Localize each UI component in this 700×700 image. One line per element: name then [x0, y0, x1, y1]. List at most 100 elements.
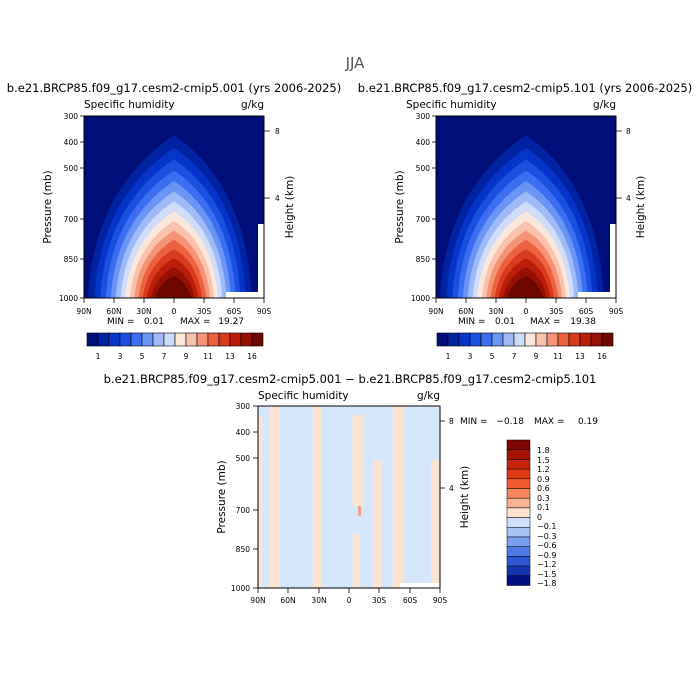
humidity-band	[507, 276, 544, 298]
colorbar-label: 0.3	[537, 494, 550, 503]
colorbar-swatch	[506, 556, 531, 567]
panel-3-difference-patches	[258, 406, 440, 588]
panel-2-y-tick-label: 850	[416, 255, 431, 264]
panel-2-y-tick-label: 700	[416, 215, 431, 224]
panel-2-subtitle-left: Specific humidity	[406, 99, 497, 111]
panel-1-y-tick-label: 850	[64, 255, 79, 264]
panel-2-y-right-tick-label: 4	[626, 194, 631, 203]
figure-title: JJA	[345, 54, 366, 72]
panel-2-x-tick-label: 30N	[488, 307, 503, 316]
panel-1-y-right-label: Height (km)	[284, 176, 296, 239]
panel-3-colorbar-labels: 1.8 1.5 1.2 0.9 0.6 0.3 0.1 0 −0.1 −0.3 …	[537, 446, 556, 588]
humidity-band	[155, 276, 192, 298]
colorbar-label: 16	[597, 352, 607, 361]
panel-3-y-right-label: Height (km)	[459, 466, 471, 529]
panel-3-y-tick-label: 700	[236, 506, 251, 515]
colorbar-label: 1.8	[537, 446, 550, 455]
panel-1-contours	[84, 116, 264, 298]
panel-3-x-tick-label: 30N	[311, 596, 326, 605]
colorbar-swatch	[491, 332, 504, 347]
colorbar-swatch	[506, 517, 531, 528]
difference-patch	[312, 406, 322, 588]
panel-3-y-axis: 300 400 500 700 850 1000 Pressure (mb)	[216, 402, 258, 593]
colorbar-swatch	[447, 332, 460, 347]
difference-patch	[258, 415, 262, 588]
colorbar-swatch	[240, 332, 253, 347]
colorbar-swatch	[119, 332, 132, 347]
colorbar-label: −1.2	[537, 560, 556, 569]
colorbar-label: −0.9	[537, 551, 556, 560]
colorbar-swatch	[506, 439, 531, 450]
panel-3-colorbar-swatches	[506, 439, 531, 586]
colorbar-label: 3	[468, 352, 473, 361]
difference-patch	[358, 506, 362, 517]
colorbar-label: 1	[446, 352, 451, 361]
panel-2-y-axis-right: 8 4 Height (km)	[616, 127, 647, 238]
panel-1-x-tick-label: 0	[172, 307, 177, 316]
panel-2-y-right-tick-label: 8	[626, 127, 631, 136]
colorbar-swatch	[163, 332, 176, 347]
panel-1-y-axis: 300 400 500 700 850 1000 Pressure (mb)	[42, 112, 84, 303]
colorbar-label: 5	[140, 352, 145, 361]
difference-patch	[268, 406, 280, 588]
panel-2-minmax: MIN = 0.01 MAX = 19.38	[458, 317, 596, 327]
panel-1-min-label: MIN =	[107, 317, 135, 327]
panel-2-title: b.e21.BRCP85.f09_g17.cesm2-cmip5.101 (yr…	[358, 81, 692, 95]
panel-1-x-tick-label: 30N	[136, 307, 151, 316]
difference-patch	[392, 406, 404, 588]
colorbar-swatch	[480, 332, 493, 347]
panel-1-y-axis-right: 8 4 Height (km)	[264, 127, 296, 238]
colorbar-label: 7	[512, 352, 517, 361]
panel-2-y-right-label: Height (km)	[635, 176, 647, 239]
colorbar-label: 9	[534, 352, 539, 361]
colorbar-swatch	[506, 449, 531, 460]
panel-3-title: b.e21.BRCP85.f09_g17.cesm2-cmip5.001 − b…	[104, 372, 597, 386]
colorbar-swatch	[185, 332, 198, 347]
panel-1-subtitle-left: Specific humidity	[84, 99, 175, 111]
panel-1-subtitle-right: g/kg	[241, 99, 264, 111]
colorbar-swatch	[141, 332, 154, 347]
colorbar-swatch	[513, 332, 526, 347]
colorbar-swatch	[524, 332, 537, 347]
panel-1-plot	[83, 115, 265, 299]
colorbar-swatch	[506, 468, 531, 480]
panel-1-y-tick-label: 500	[64, 164, 79, 173]
colorbar-swatch	[506, 459, 531, 470]
panel-1-max-value: 19.27	[218, 317, 244, 327]
colorbar-swatch	[108, 332, 121, 347]
colorbar-swatch	[535, 332, 548, 347]
colorbar-swatch	[506, 575, 531, 586]
colorbar-label: −0.1	[537, 522, 556, 531]
colorbar-swatch	[174, 332, 187, 347]
panel-2-max-value: 19.38	[570, 317, 596, 327]
panel-1-x-tick-label: 30S	[197, 307, 212, 316]
terrain-mask	[610, 224, 616, 298]
panel-2-subtitle-right: g/kg	[593, 99, 616, 111]
colorbar-swatch	[502, 332, 515, 347]
colorbar-swatch	[130, 332, 143, 347]
panel-3-subtitle-right: g/kg	[417, 390, 440, 402]
panel-2-y-tick-label: 400	[416, 138, 431, 147]
colorbar-label: 9	[184, 352, 189, 361]
difference-patch	[352, 415, 364, 507]
panel-2-contours	[436, 116, 616, 298]
colorbar-swatch	[229, 332, 242, 347]
panel-3-x-tick-label: 0	[347, 596, 352, 605]
panel-2-plot	[435, 115, 617, 299]
panel-2-x-tick-label: 30S	[549, 307, 564, 316]
colorbar-label: 13	[575, 352, 585, 361]
panel-3-x-tick-label: 60N	[280, 596, 295, 605]
colorbar-swatch	[469, 332, 482, 347]
colorbar-swatch	[546, 332, 559, 347]
panel-3-y-right-tick-label: 4	[449, 484, 454, 493]
panel-2-x-tick-label: 0	[524, 307, 529, 316]
panel-1-y-tick-label: 300	[64, 112, 79, 121]
colorbar-label: 7	[162, 352, 167, 361]
panel-2-min-value: 0.01	[495, 317, 515, 327]
panel-3-y-axis-right: 8 4 Height (km)	[440, 417, 471, 528]
panel-3-minmax: MIN = −0.18 MAX = 0.19	[460, 417, 598, 427]
colorbar-label: 1.2	[537, 465, 550, 474]
colorbar-label: 1	[96, 352, 101, 361]
panel-1-title: b.e21.BRCP85.f09_g17.cesm2-cmip5.001 (yr…	[7, 81, 341, 95]
